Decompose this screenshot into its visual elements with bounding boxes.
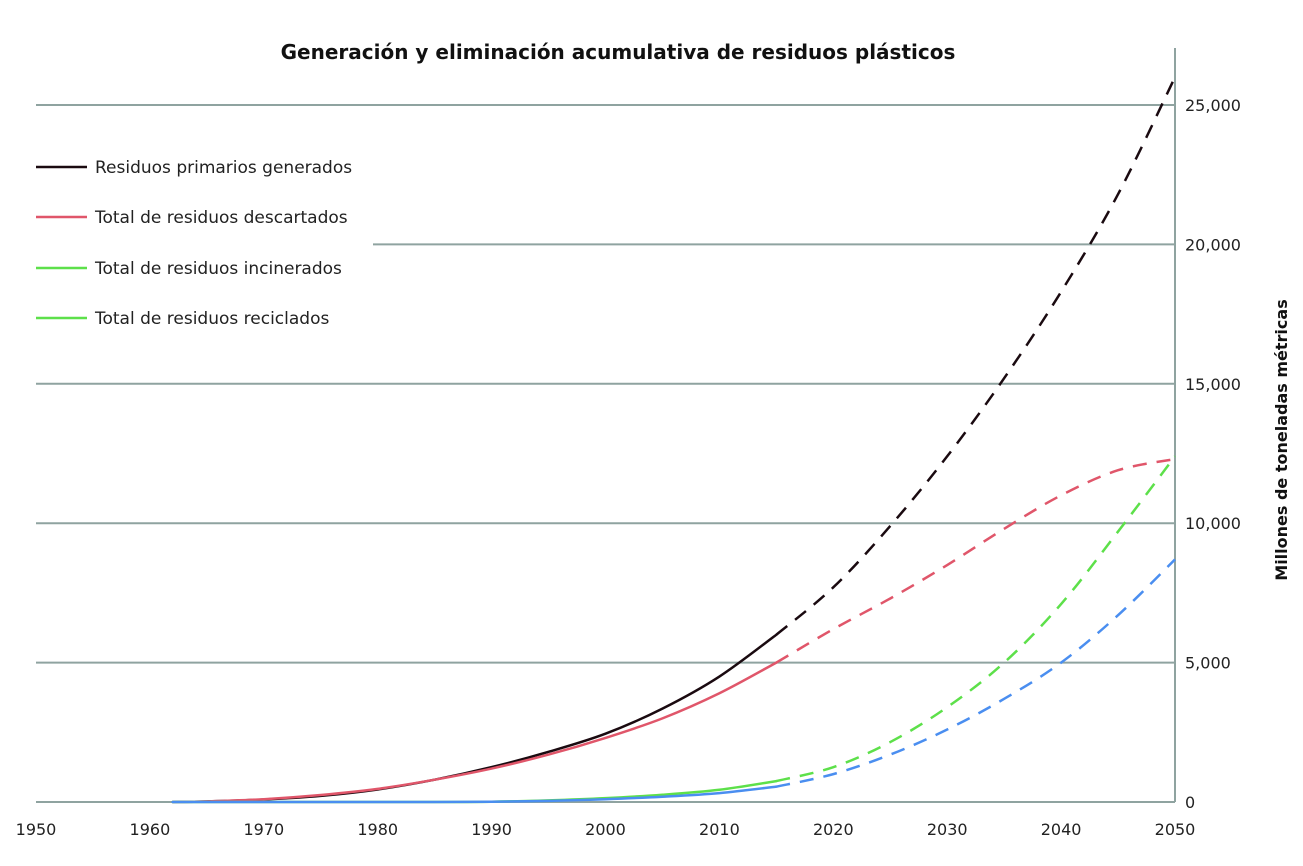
y-tick-label: 10,000	[1185, 514, 1241, 533]
y-tick-label: 5,000	[1185, 654, 1231, 673]
legend-label: Total de residuos descartados	[94, 208, 348, 228]
x-tick-label: 1950	[16, 820, 57, 839]
axes: 0 5,000 10,000 15,000 20,000 25,000 1950 1960 19…	[16, 48, 1241, 839]
legend-label: Residuos primarios generados	[95, 158, 352, 178]
x-tick-label: 2000	[585, 820, 626, 839]
legend-item: Residuos primarios generados	[36, 158, 352, 178]
x-tick-label: 1960	[130, 820, 171, 839]
y-tick-label: 25,000	[1185, 96, 1241, 115]
legend-label: Total de residuos incinerados	[94, 259, 342, 279]
series-line-historical	[171, 785, 778, 804]
legend-item: Total de residuos descartados	[36, 208, 348, 228]
series-line-projected	[775, 457, 1176, 664]
x-tick-label: 1980	[357, 820, 398, 839]
y-tick-label: 20,000	[1185, 235, 1241, 254]
gridlines	[36, 104, 1175, 803]
x-tick-label: 2050	[1155, 820, 1196, 839]
x-tick-label: 2010	[699, 820, 740, 839]
legend-item: Total de residuos reciclados	[36, 309, 329, 329]
legend: Residuos primarios generados Total de res…	[36, 158, 352, 329]
series-total-de-residuos-reciclados	[171, 558, 1176, 804]
series-total-de-residuos-descartados	[171, 457, 1176, 804]
y-tick-label: 0	[1185, 793, 1195, 812]
y-tick-label: 15,000	[1185, 375, 1241, 394]
x-tick-label: 2040	[1041, 820, 1082, 839]
x-tick-label: 1990	[471, 820, 512, 839]
x-tick-label: 1970	[243, 820, 284, 839]
chart-title: Generación y eliminación acumulativa de …	[281, 40, 956, 64]
series-lines	[171, 76, 1177, 804]
x-tick-label: 2030	[927, 820, 968, 839]
series-line-projected	[776, 455, 1176, 783]
y-axis-label: Millones de toneladas métricas	[1272, 299, 1291, 580]
series-line-projected	[776, 558, 1176, 788]
series-line-historical	[171, 633, 778, 804]
series-total-de-residuos-incinerados	[171, 455, 1176, 804]
series-line-projected	[775, 76, 1177, 636]
series-line-historical	[171, 661, 778, 804]
x-tick-label: 2020	[813, 820, 854, 839]
legend-label: Total de residuos reciclados	[94, 309, 329, 329]
legend-item: Total de residuos incinerados	[36, 259, 342, 279]
series-residuos-primarios-generados	[171, 76, 1177, 804]
